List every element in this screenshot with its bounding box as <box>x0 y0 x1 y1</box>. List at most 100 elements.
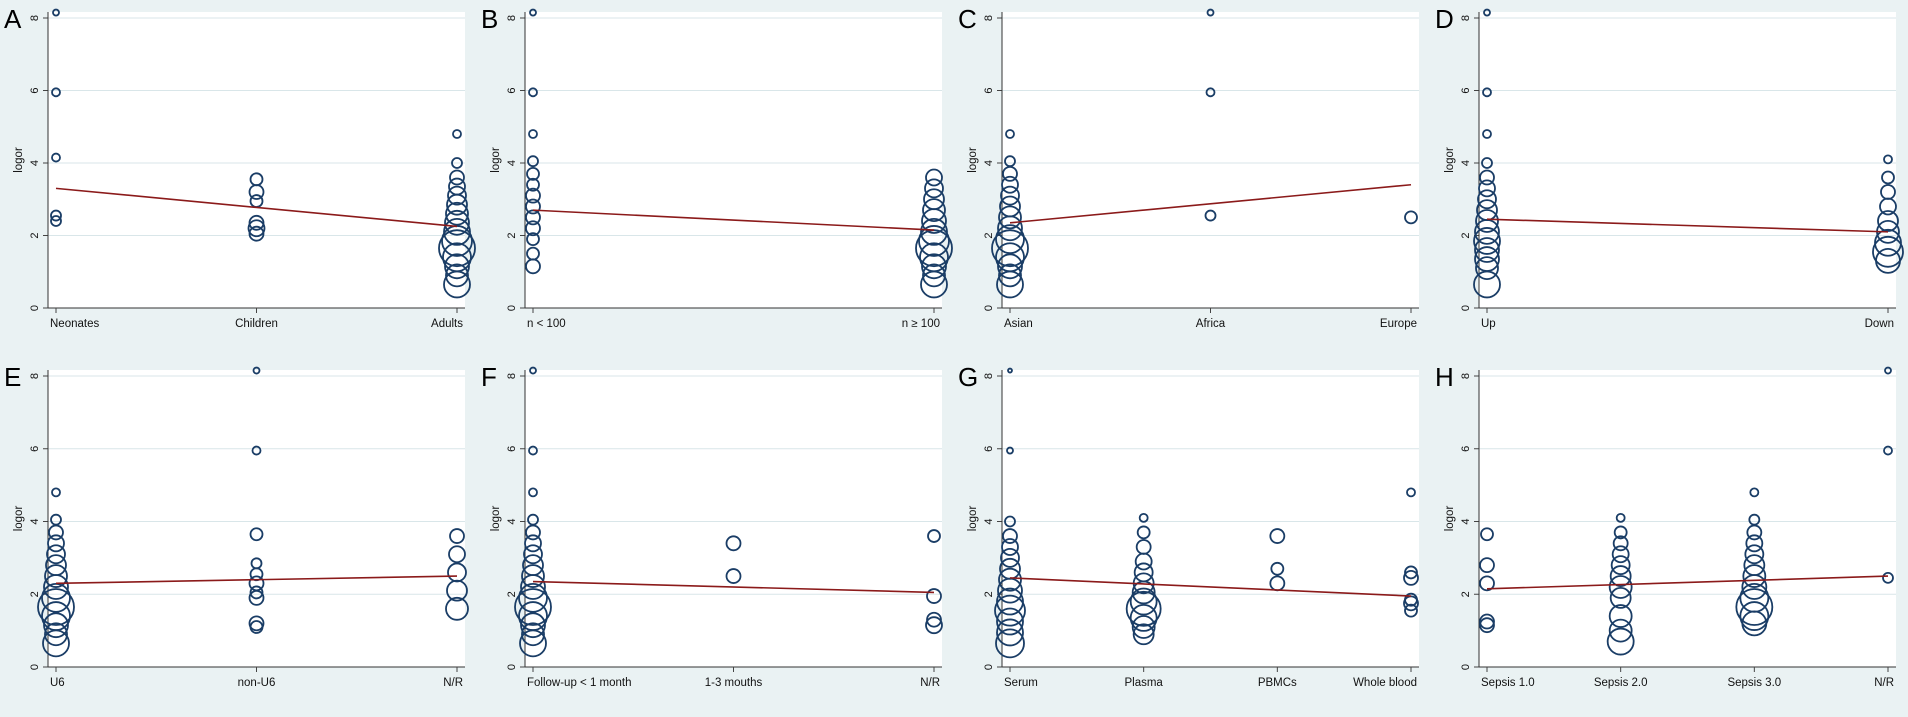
data-point <box>1606 627 1635 656</box>
data-point <box>1479 557 1495 574</box>
data-point <box>520 612 546 639</box>
x-category-label: Sepsis 3.0 <box>1727 677 1781 689</box>
panel-e: 0 2 4 6 8 logor U6 non-U6 N/R E <box>0 358 477 717</box>
data-point <box>991 229 1029 268</box>
data-point <box>1608 618 1633 643</box>
panel-g: 0 2 4 6 8 logor Serum Plasma PBMCs Whole blood G <box>954 358 1431 717</box>
y-axis-title: logor <box>490 147 502 173</box>
y-tick-label: 6 <box>983 446 995 452</box>
data-point <box>447 185 467 206</box>
data-point <box>1482 87 1492 98</box>
data-point <box>445 201 469 226</box>
data-point <box>527 155 539 168</box>
data-point <box>521 564 545 588</box>
data-point <box>996 607 1024 636</box>
data-point <box>1735 588 1774 626</box>
data-point <box>927 529 941 543</box>
data-point <box>1479 575 1495 592</box>
y-axis-title: logor <box>13 147 25 173</box>
data-point <box>998 567 1022 592</box>
panel-letter: A <box>4 4 22 34</box>
x-category-label: Europe <box>1380 318 1417 330</box>
fit-line <box>1486 218 1889 233</box>
data-point <box>925 616 943 635</box>
data-point <box>1132 623 1155 646</box>
panel-d: 0 2 4 6 8 logor Up Down D <box>1431 0 1908 358</box>
data-point <box>725 568 742 584</box>
plot-area <box>525 370 942 667</box>
y-tick-label: 4 <box>1460 160 1472 166</box>
data-point <box>1883 154 1893 165</box>
data-point <box>50 215 62 227</box>
y-tick-label: 8 <box>506 15 518 21</box>
data-point <box>525 220 541 237</box>
data-point <box>1007 367 1013 374</box>
x-category-label: 1-3 mouths <box>705 677 763 689</box>
y-tick-label: 6 <box>506 446 518 452</box>
data-point <box>519 629 547 658</box>
fit-line <box>55 187 458 228</box>
x-category-label: Adults <box>431 318 463 330</box>
y-axis-title: logor <box>1444 506 1456 532</box>
data-point <box>249 585 264 600</box>
data-point <box>248 225 265 242</box>
x-category-label: n < 100 <box>527 318 566 330</box>
data-point <box>1131 580 1156 605</box>
plot-area <box>48 12 465 308</box>
x-category-label: N/R <box>920 677 940 689</box>
data-point <box>446 579 468 602</box>
data-point <box>1134 552 1153 571</box>
data-point <box>925 168 943 187</box>
y-tick-label: 2 <box>1460 591 1472 597</box>
data-point <box>996 618 1024 647</box>
data-point <box>1741 574 1768 600</box>
y-tick-label: 4 <box>29 160 41 166</box>
data-point <box>528 445 538 456</box>
panel-a: 0 2 4 6 8 logor Neonates Children Adults A <box>0 0 477 358</box>
data-point <box>921 253 947 280</box>
data-point <box>1002 165 1018 182</box>
y-tick-label: 4 <box>506 518 518 524</box>
y-tick-label: 2 <box>29 591 41 597</box>
data-point <box>725 535 742 552</box>
y-tick-label: 2 <box>983 591 995 597</box>
data-point <box>1744 544 1765 565</box>
data-point <box>448 545 466 564</box>
data-point <box>995 628 1025 659</box>
data-point <box>996 270 1024 299</box>
data-point <box>926 588 942 604</box>
y-tick-label: 0 <box>983 305 995 311</box>
y-tick-label: 8 <box>29 373 41 379</box>
x-category-label: Plasma <box>1124 677 1163 689</box>
data-point <box>1872 235 1904 268</box>
x-category-label: Whole blood <box>1353 677 1417 689</box>
data-point <box>1610 555 1631 576</box>
data-point <box>249 527 264 542</box>
x-category-label: Sepsis 1.0 <box>1481 677 1535 689</box>
data-point <box>42 629 70 658</box>
data-point <box>1882 571 1894 584</box>
data-point <box>248 615 265 632</box>
panel-letter: C <box>958 4 977 34</box>
y-tick-label: 6 <box>1460 87 1472 93</box>
x-category-label: n ≥ 100 <box>902 318 940 330</box>
x-category-label: Children <box>235 318 278 330</box>
y-tick-label: 4 <box>983 518 995 524</box>
data-point <box>529 366 537 375</box>
plot-area <box>525 12 942 308</box>
panel-c: 0 2 4 6 8 logor Asian Africa Europe C <box>954 0 1431 358</box>
data-point <box>247 219 266 238</box>
panel-f: 0 2 4 6 8 logor Follow-up < 1 month 1-3 mouths N… <box>477 358 954 717</box>
fit-line <box>1009 183 1412 224</box>
data-point <box>44 622 68 647</box>
y-tick-label: 6 <box>983 87 995 93</box>
data-point <box>521 622 545 647</box>
y-axis-title: logor <box>490 506 502 532</box>
data-point <box>444 253 470 280</box>
data-point <box>528 487 538 498</box>
panel-letter: E <box>4 362 21 392</box>
data-point <box>449 169 465 186</box>
data-point <box>1404 603 1418 618</box>
data-point <box>1608 575 1633 599</box>
x-category-label: Down <box>1865 318 1894 330</box>
